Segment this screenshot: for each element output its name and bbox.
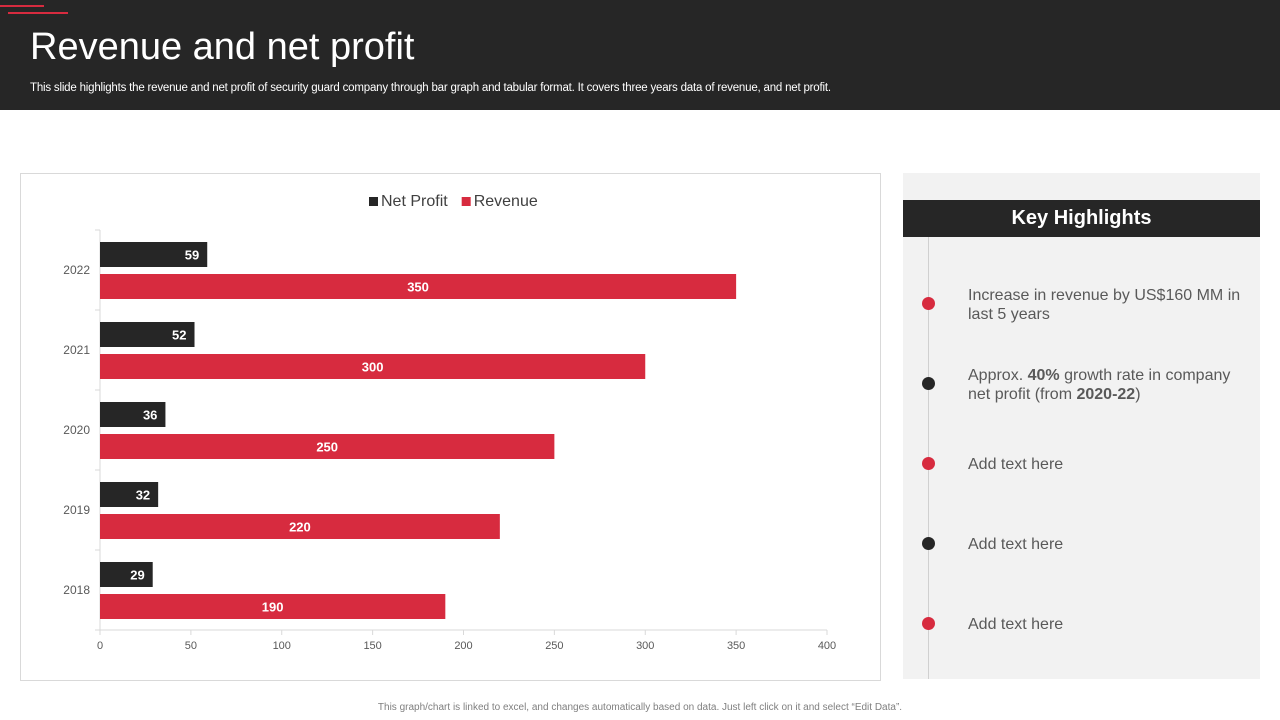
x-tick-label: 0 (97, 640, 103, 652)
footer-note: This graph/chart is linked to excel, and… (377, 702, 903, 713)
revenue-bar (100, 434, 555, 459)
bullet-dot-icon (922, 617, 935, 630)
highlight-text: Increase in revenue by US$160 MM in last… (968, 286, 1248, 324)
legend-swatch (461, 197, 471, 206)
revenue-bar (100, 514, 500, 539)
highlight-text-part: 2020-22 (1076, 386, 1136, 403)
header-bar: Revenue and net profit This slide highli… (0, 0, 1280, 110)
x-tick-label: 200 (454, 640, 472, 652)
net-profit-bar (100, 322, 195, 347)
bar-data-label: 52 (172, 328, 186, 343)
chart-svg: 0 50 100 150 200 250 300 350 400 2022 59 350 2021 52 3… (63, 193, 836, 652)
net-profit-bar (100, 242, 208, 267)
bar-data-label: 300 (362, 360, 384, 375)
highlight-text-part: growth rate in company net profit (from (968, 367, 1231, 403)
revenue-bar (100, 274, 737, 299)
page-subtitle: This slide highlights the revenue and ne… (30, 82, 831, 94)
bar-data-label: 59 (185, 248, 199, 263)
legend-label: Revenue (474, 193, 538, 210)
highlight-text: Add text here (968, 535, 1248, 554)
header-decoration (8, 12, 68, 14)
key-highlights-panel: Key Highlights Increase in revenue by US… (903, 173, 1260, 679)
highlight-text: Add text here (968, 615, 1248, 634)
highlight-text-part: Add text here (968, 536, 1064, 553)
x-tick-label: 400 (818, 640, 836, 652)
x-tick-label: 50 (185, 640, 197, 652)
highlight-text: Add text here (968, 455, 1248, 474)
x-tick-label: 100 (273, 640, 291, 652)
page-title: Revenue and net profit (30, 26, 415, 68)
highlight-text-part: ) (1135, 386, 1141, 403)
y-tick-label: 2020 (63, 423, 90, 437)
revenue-bar (100, 594, 446, 619)
y-tick-label: 2019 (63, 503, 90, 517)
highlight-text: Approx. 40% growth rate in company net p… (968, 366, 1248, 404)
net-profit-bar (100, 402, 166, 427)
y-tick-label: 2021 (63, 343, 90, 357)
x-tick-label: 150 (363, 640, 381, 652)
header-decoration (0, 5, 44, 7)
highlight-text-part: Increase in revenue by US$160 MM in last… (968, 287, 1241, 323)
revenue-bar (100, 354, 646, 379)
highlight-text-part: 40% (1027, 367, 1060, 384)
highlight-text-part: Approx. (968, 367, 1028, 384)
legend-swatch (369, 197, 378, 206)
bar-data-label: 190 (262, 600, 284, 615)
bar-data-label: 220 (289, 520, 311, 535)
highlight-text-part: Add text here (968, 456, 1064, 473)
key-highlights-title: Key Highlights (903, 200, 1260, 237)
highlight-text-part: Add text here (968, 616, 1064, 633)
bullet-dot-icon (922, 537, 935, 550)
x-tick-label: 300 (636, 640, 654, 652)
bullet-dot-icon (922, 377, 935, 390)
y-tick-label: 2022 (63, 263, 90, 277)
net-profit-bar (100, 562, 153, 587)
bar-data-label: 36 (143, 408, 157, 423)
y-tick-label: 2018 (63, 583, 90, 597)
net-profit-bar (100, 482, 159, 507)
bar-data-label: 32 (136, 488, 150, 503)
legend-label: Net Profit (381, 193, 448, 210)
bar-data-label: 250 (316, 440, 338, 455)
bullet-dot-icon (922, 297, 935, 310)
bar-data-label: 350 (407, 280, 429, 295)
bullet-dot-icon (922, 457, 935, 470)
bar-data-label: 29 (130, 568, 144, 583)
bar-chart[interactable]: 0 50 100 150 200 250 300 350 400 2022 59 350 2021 52 3… (20, 173, 881, 681)
x-tick-label: 250 (545, 640, 563, 652)
x-tick-label: 350 (727, 640, 745, 652)
